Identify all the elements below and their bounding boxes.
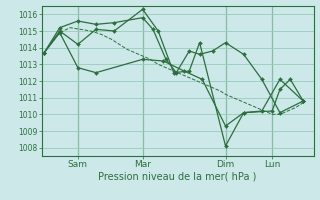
X-axis label: Pression niveau de la mer( hPa ): Pression niveau de la mer( hPa ) [99, 172, 257, 182]
